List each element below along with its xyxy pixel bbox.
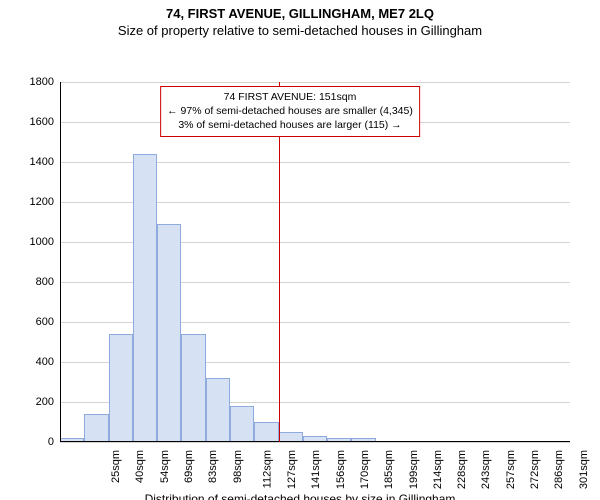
x-tick-label: 286sqm [553, 450, 565, 489]
x-tick-label: 243sqm [481, 450, 493, 489]
x-axis-line [60, 441, 570, 442]
y-tick-label: 600 [22, 316, 54, 328]
x-tick-label: 54sqm [159, 450, 171, 483]
x-tick-label: 170sqm [359, 450, 371, 489]
chart-container: Number of semi-detached properties 74 FI… [0, 38, 600, 490]
x-tick-label: 301sqm [578, 450, 590, 489]
histogram-bar [157, 224, 181, 442]
y-tick-label: 400 [22, 356, 54, 368]
y-tick-label: 1400 [22, 156, 54, 168]
x-tick-label: 69sqm [183, 450, 195, 483]
y-tick-label: 0 [22, 436, 54, 448]
x-tick-label: 112sqm [261, 450, 273, 488]
histogram-bar [109, 334, 133, 442]
x-tick-label: 25sqm [110, 450, 122, 483]
annotation-line-1: 74 FIRST AVENUE: 151sqm [167, 90, 413, 104]
x-tick-label: 40sqm [134, 450, 146, 483]
y-tick-label: 1600 [22, 116, 54, 128]
x-tick-label: 199sqm [408, 450, 420, 489]
y-tick-label: 1000 [22, 236, 54, 248]
y-axis-line [60, 82, 61, 442]
x-tick-label: 127sqm [286, 450, 298, 489]
histogram-bar [254, 422, 278, 442]
y-tick-label: 800 [22, 276, 54, 288]
plot-area: 74 FIRST AVENUE: 151sqm← 97% of semi-det… [60, 82, 570, 442]
y-tick-label: 1200 [22, 196, 54, 208]
x-tick-label: 141sqm [311, 450, 323, 489]
title-address: 74, FIRST AVENUE, GILLINGHAM, ME7 2LQ [0, 0, 600, 21]
gridline [60, 82, 570, 83]
annotation-line-3: 3% of semi-detached houses are larger (1… [167, 118, 413, 132]
histogram-bar [230, 406, 254, 442]
gridline [60, 442, 570, 443]
annotation-box: 74 FIRST AVENUE: 151sqm← 97% of semi-det… [160, 86, 420, 137]
histogram-bar [133, 154, 157, 442]
x-tick-label: 83sqm [207, 450, 219, 483]
y-tick-label: 200 [22, 396, 54, 408]
x-tick-label: 228sqm [456, 450, 468, 489]
x-tick-label: 272sqm [529, 450, 541, 489]
y-tick-label: 1800 [22, 76, 54, 88]
histogram-bar [181, 334, 205, 442]
x-tick-label: 214sqm [432, 450, 444, 489]
x-tick-label: 156sqm [335, 450, 347, 489]
x-tick-label: 257sqm [505, 450, 517, 489]
histogram-bar [206, 378, 230, 442]
title-subtitle: Size of property relative to semi-detach… [0, 21, 600, 38]
x-axis-label: Distribution of semi-detached houses by … [0, 492, 600, 500]
x-tick-label: 98sqm [232, 450, 244, 483]
x-tick-label: 185sqm [383, 450, 395, 489]
histogram-bar [84, 414, 108, 442]
annotation-line-2: ← 97% of semi-detached houses are smalle… [167, 104, 413, 118]
